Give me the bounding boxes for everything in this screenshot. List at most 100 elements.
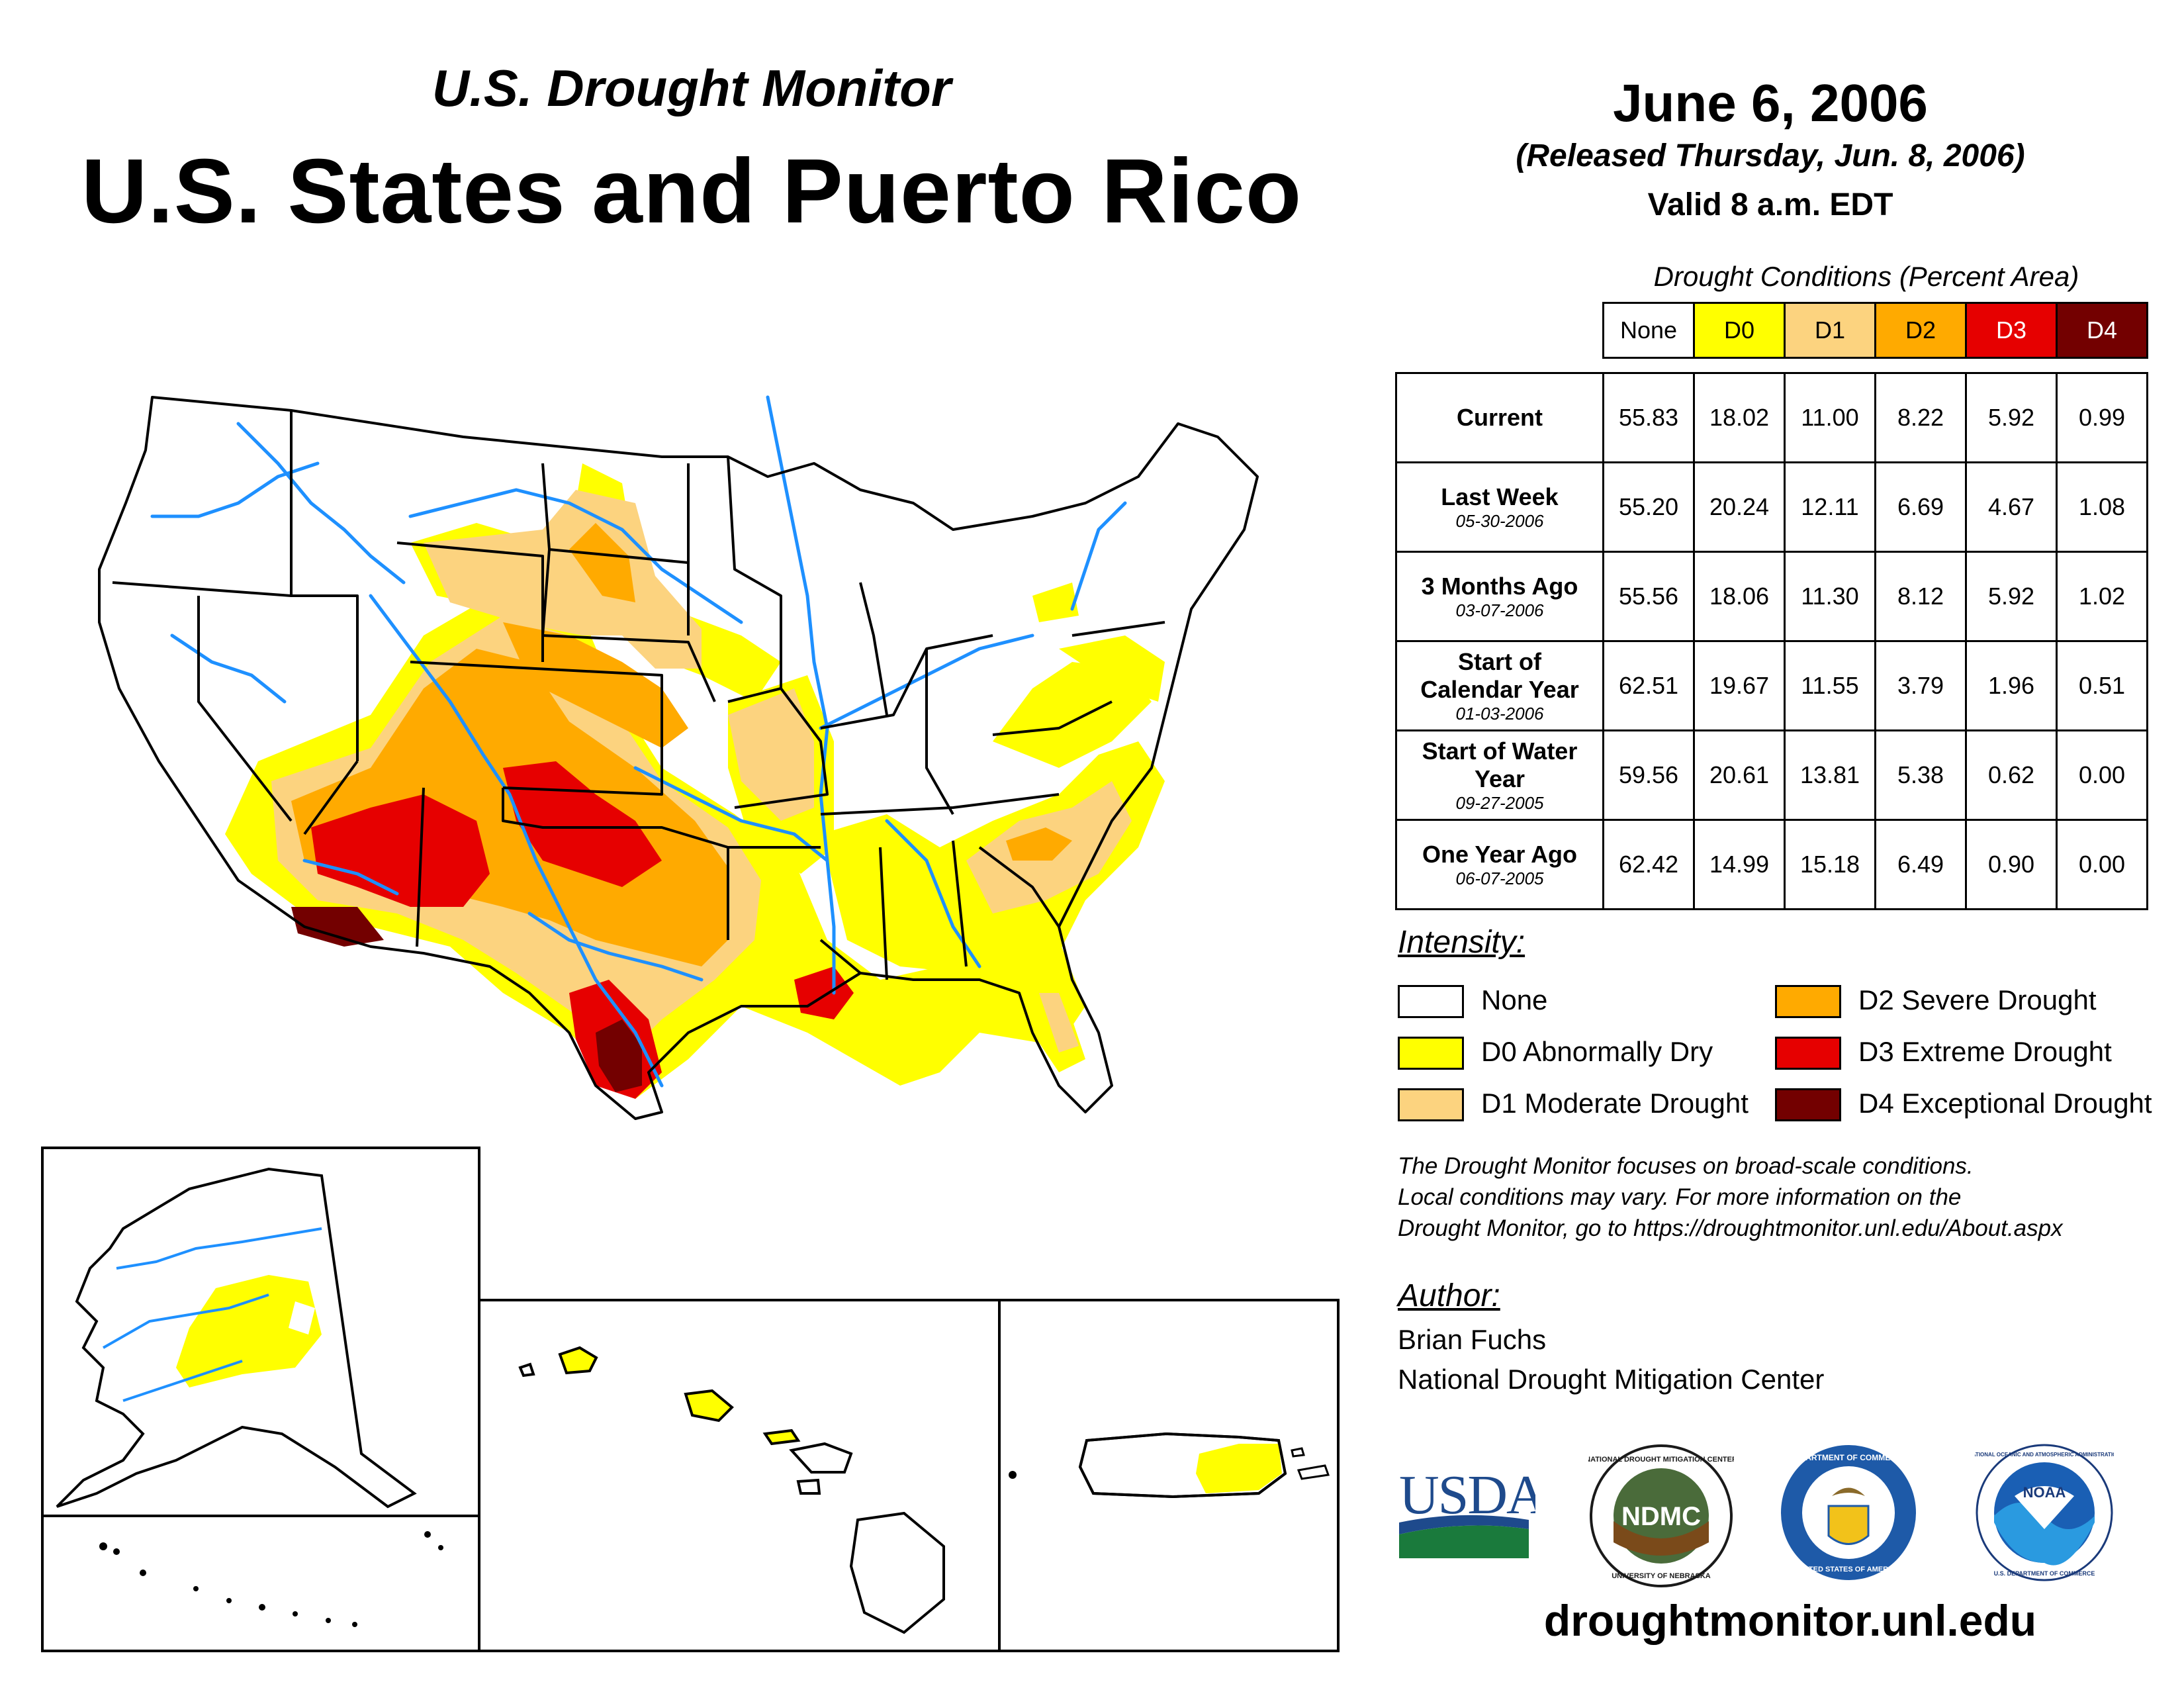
aleutians-map bbox=[99, 1531, 443, 1627]
conus-map bbox=[98, 395, 1259, 1120]
table-cell: 8.22 bbox=[1874, 372, 1967, 463]
legend-label: D0 Abnormally Dry bbox=[1481, 1036, 1713, 1067]
d3-area-southwest bbox=[311, 794, 490, 907]
table-cell: 19.67 bbox=[1693, 640, 1786, 731]
table-cell: 11.00 bbox=[1784, 372, 1876, 463]
table-cell: 5.38 bbox=[1874, 729, 1967, 821]
row-label-text: One Year Ago bbox=[1422, 841, 1578, 868]
row-label: 3 Months Ago 03-07-2006 bbox=[1395, 551, 1604, 642]
table-cell: 20.24 bbox=[1693, 461, 1786, 553]
info-note: The Drought Monitor focuses on broad-sca… bbox=[1398, 1150, 2179, 1244]
commerce-ring-top: DEPARTMENT OF COMMERCE bbox=[1790, 1453, 1907, 1462]
noaa-logo-text: NOAA bbox=[2023, 1484, 2066, 1501]
col-header-d1: D1 bbox=[1784, 302, 1876, 359]
col-header-d0: D0 bbox=[1693, 302, 1786, 359]
d0-area-mid-atlantic bbox=[993, 662, 1152, 768]
author-heading: Author: bbox=[1398, 1278, 1500, 1313]
commerce-logo: DEPARTMENT OF COMMERCE UNITED STATES OF … bbox=[1781, 1445, 1916, 1580]
row-date: 05-30-2006 bbox=[1455, 511, 1544, 531]
ndmc-ring-top: NATIONAL DROUGHT MITIGATION CENTER bbox=[1588, 1456, 1734, 1464]
table-cell: 1.08 bbox=[2056, 461, 2148, 553]
table-row: 3 Months Ago 03-07-2006 55.56 18.06 11.30 8.1… bbox=[1395, 551, 2148, 642]
map-title: U.S. States and Puerto Rico bbox=[81, 140, 1302, 242]
legend-swatch bbox=[1398, 1088, 1464, 1121]
row-label: One Year Ago 06-07-2005 bbox=[1395, 819, 1604, 910]
row-label: Current bbox=[1395, 372, 1604, 463]
legend-heading: Intensity: bbox=[1398, 925, 1525, 960]
table-corner bbox=[1396, 303, 1604, 358]
legend-label: D2 Severe Drought bbox=[1858, 984, 2097, 1015]
col-header-d3: D3 bbox=[1965, 302, 2058, 359]
col-header-d2: D2 bbox=[1874, 302, 1967, 359]
drought-areas bbox=[225, 463, 1165, 1099]
state-borders bbox=[98, 396, 1259, 1120]
map-date: June 6, 2006 bbox=[1613, 73, 1928, 132]
table-cell: 0.51 bbox=[2056, 640, 2148, 731]
author-organization: National Drought Mitigation Center bbox=[1398, 1364, 1825, 1395]
d2-area-central-plains bbox=[503, 622, 688, 748]
row-date: 09-27-2005 bbox=[1455, 793, 1544, 813]
table-cell: 62.51 bbox=[1602, 640, 1695, 731]
d3-area-oklahoma-texas bbox=[503, 761, 662, 887]
table-spacer-row bbox=[1396, 358, 2148, 373]
table-cell: 8.12 bbox=[1874, 551, 1967, 642]
table-cell: 20.61 bbox=[1693, 729, 1786, 821]
d2-area-southern-plains bbox=[291, 649, 728, 966]
hawaii-map bbox=[518, 1346, 945, 1634]
release-date: (Released Thursday, Jun. 8, 2006) bbox=[1516, 138, 2025, 173]
legend-label: None bbox=[1481, 984, 1548, 1015]
table-cell: 59.56 bbox=[1602, 729, 1695, 821]
table-cell: 1.02 bbox=[2056, 551, 2148, 642]
table-cell: 5.92 bbox=[1965, 372, 2058, 463]
website-url[interactable]: droughtmonitor.unl.edu bbox=[1543, 1596, 2037, 1645]
row-label: Last Week 05-30-2006 bbox=[1395, 461, 1604, 553]
d0-area-northeast bbox=[1059, 635, 1165, 702]
table-cell: 11.30 bbox=[1784, 551, 1876, 642]
d0-area-great-lakes bbox=[1032, 583, 1079, 622]
table-cell: 1.96 bbox=[1965, 640, 2058, 731]
table-cell: 6.49 bbox=[1874, 819, 1967, 910]
drought-stats-table: None D0 D1 D2 D3 D4 Current 55.83 18.02 11.… bbox=[1395, 302, 2148, 910]
noaa-logo: NOAA NATIONAL OCEANIC AND ATMOSPHERIC AD… bbox=[1975, 1444, 2114, 1581]
table-cell: 12.11 bbox=[1784, 461, 1876, 553]
row-date: 06-07-2005 bbox=[1455, 868, 1544, 888]
noaa-ring-top: NATIONAL OCEANIC AND ATMOSPHERIC ADMINIS… bbox=[1975, 1452, 2114, 1458]
table-cell: 4.67 bbox=[1965, 461, 2058, 553]
d1-area-plains bbox=[424, 490, 702, 669]
aleutians-inset bbox=[41, 1515, 480, 1652]
valid-time: Valid 8 a.m. EDT bbox=[1647, 187, 1893, 222]
d4-area-south-texas bbox=[596, 1019, 642, 1092]
table-cell: 55.56 bbox=[1602, 551, 1695, 642]
legend-swatch bbox=[1775, 1037, 1841, 1070]
note-line-2: Local conditions may vary. For more info… bbox=[1398, 1184, 1962, 1210]
col-header-d4: D4 bbox=[2056, 302, 2148, 359]
table-cell: 6.69 bbox=[1874, 461, 1967, 553]
d2-area-dakotas bbox=[569, 523, 635, 602]
legend-swatch bbox=[1398, 1037, 1464, 1070]
table-cell: 18.02 bbox=[1693, 372, 1786, 463]
table-row: Current 55.83 18.02 11.00 8.22 5.92 0.99 bbox=[1395, 372, 2148, 463]
row-label-text: Start of Calendar Year bbox=[1420, 648, 1579, 703]
legend-swatch bbox=[1775, 985, 1841, 1018]
legend-label: D4 Exceptional Drought bbox=[1858, 1088, 2152, 1119]
table-cell: 14.99 bbox=[1693, 819, 1786, 910]
table-cell: 0.99 bbox=[2056, 372, 2148, 463]
d1-area-missouri bbox=[728, 688, 814, 821]
legend-label: D3 Extreme Drought bbox=[1858, 1036, 2112, 1067]
row-label: Start of Calendar Year 01-03-2006 bbox=[1395, 640, 1604, 731]
hawaii-inset bbox=[478, 1299, 1001, 1652]
table-row: Last Week 05-30-2006 55.20 20.24 12.11 6.69 4.… bbox=[1395, 461, 2148, 553]
table-header-row: None D0 D1 D2 D3 D4 bbox=[1396, 302, 2148, 359]
commerce-ring-bottom: UNITED STATES OF AMERICA bbox=[1796, 1566, 1901, 1573]
conus-outline bbox=[98, 396, 1259, 1120]
table-spacer bbox=[1396, 358, 2148, 373]
table-cell: 0.90 bbox=[1965, 819, 2058, 910]
puerto-rico-inset bbox=[998, 1299, 1340, 1652]
ndmc-ring-bottom: UNIVERSITY OF NEBRASKA bbox=[1612, 1572, 1711, 1580]
d2-area-carolinas bbox=[1006, 827, 1072, 861]
note-line-3: Drought Monitor, go to https://droughtmo… bbox=[1398, 1215, 2063, 1241]
table-cell: 11.55 bbox=[1784, 640, 1876, 731]
usda-logo: USDA bbox=[1399, 1464, 1535, 1558]
table-cell: 5.92 bbox=[1965, 551, 2058, 642]
row-label-text: Start of Water Year bbox=[1422, 737, 1578, 792]
